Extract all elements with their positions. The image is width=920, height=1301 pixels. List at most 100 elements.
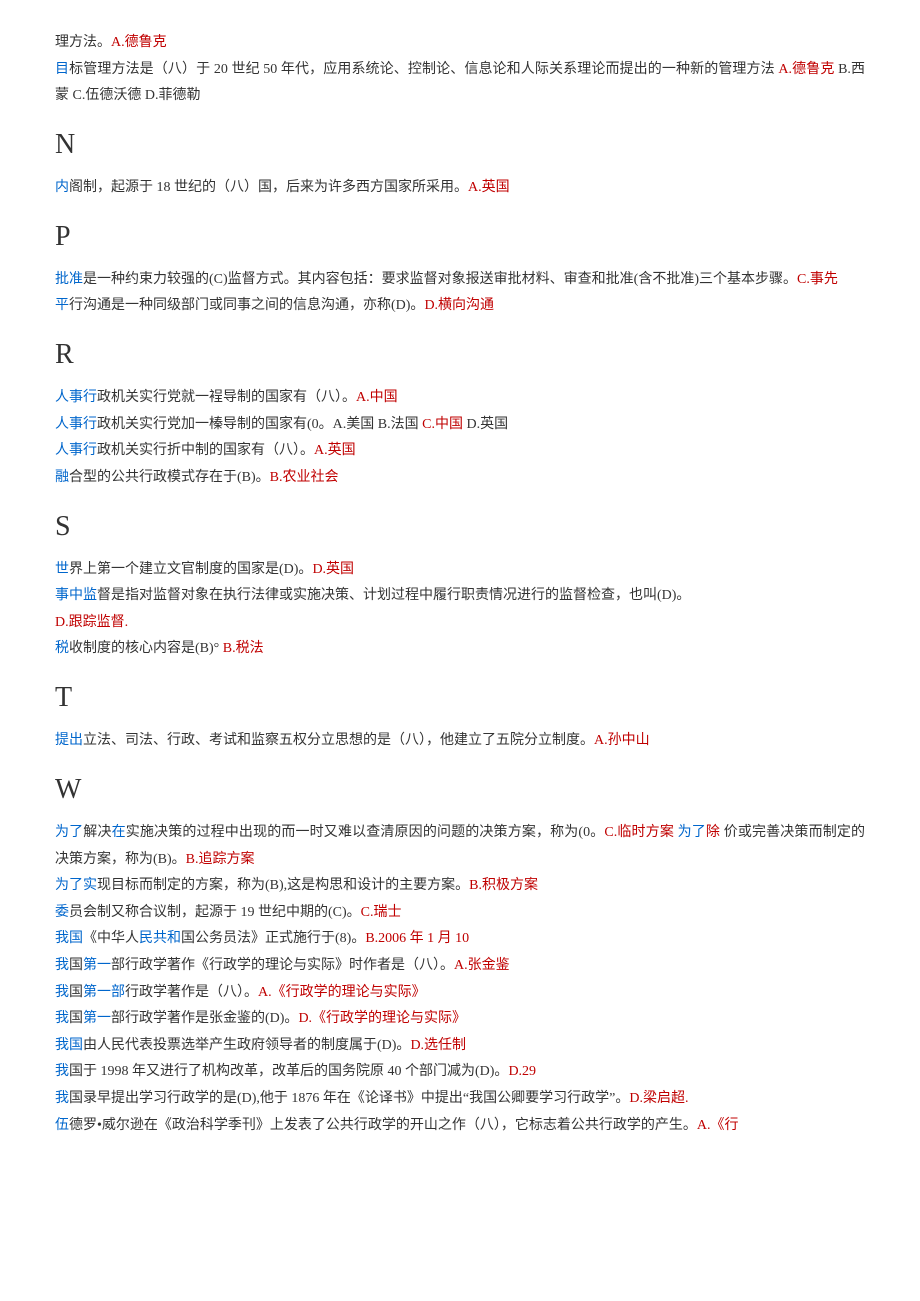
text-segment: A.英国	[468, 180, 510, 195]
text-segment: 平	[55, 298, 69, 313]
text-segment: 行政学著作是（八）。	[125, 985, 258, 1000]
text-segment: 第一	[83, 958, 111, 973]
text-line: D.跟踪监督.	[55, 610, 865, 637]
text-line: 人事行政机关实行党加一榛导制的国家有(0。A.美国 B.法国 C.中国 D.英国	[55, 412, 865, 439]
text-segment: D.跟踪监督.	[55, 615, 128, 630]
text-segment: D.英国	[466, 417, 508, 432]
text-segment: 阁制，起源于 18 世纪的（八）国，后来为许多西方国家所采用。	[69, 180, 468, 195]
text-segment: 为了	[678, 825, 706, 840]
text-segment: 政机关实行折中制的国家有（八）。	[97, 443, 314, 458]
text-segment: 人事行	[55, 443, 97, 458]
text-line: 人事行政机关实行折中制的国家有（八）。A.英国	[55, 438, 865, 465]
text-segment: C.中国	[422, 417, 466, 432]
text-segment: 政机关实行党	[97, 417, 181, 432]
text-segment: 解决	[83, 825, 111, 840]
text-segment: 合型的公共行政模式存在于(B)。	[69, 470, 270, 485]
text-segment: 由人民代表投票选举产生政府领导者的制度属于(D)。	[83, 1038, 410, 1053]
section-letter: N	[55, 118, 865, 171]
text-segment: 标管理方法是（八）于 20 世纪 50 年代，应用系统论、控制论、信息论和人际关…	[69, 62, 778, 77]
section-letter: W	[55, 763, 865, 816]
text-segment: 理方法。	[55, 35, 111, 50]
text-segment: C.临时方案	[604, 825, 677, 840]
text-segment: B.农业社会	[270, 470, 339, 485]
text-segment: 第一	[83, 1011, 111, 1026]
text-line: 批准是一种约束力较强的(C)监督方式。其内容包括：要求监督对象报送审批材料、审查…	[55, 267, 865, 294]
text-segment: 第一部	[83, 985, 125, 1000]
text-segment: D.选任制	[410, 1038, 466, 1053]
text-segment: 税	[55, 641, 69, 656]
text-segment: 是一种约束力较强的(C)监督方式。其内容包括：要求监督对象报送审批材料、审查和批…	[83, 272, 797, 287]
text-segment: 提出	[55, 733, 83, 748]
document-body: 理方法。A.德鲁克目标管理方法是（八）于 20 世纪 50 年代，应用系统论、控…	[55, 30, 865, 1139]
text-segment: 国	[69, 958, 83, 973]
text-line: 提出立法、司法、行政、考试和监察五权分立思想的是（八），他建立了五院分立制度。A…	[55, 728, 865, 755]
text-segment: D.英国	[312, 562, 354, 577]
text-segment: 德罗•威尔逊在《政治科学季刊》上发表了公共行政学的开山之作（八），它标志着公共行…	[69, 1118, 697, 1133]
text-segment: 目	[55, 62, 69, 77]
text-line: 人事行政机关实行党就一裎导制的国家有（八）。A.中国	[55, 385, 865, 412]
text-line: 我国于 1998 年又进行了机构改革，改革后的国务院原 40 个部门减为(D)。…	[55, 1059, 865, 1086]
text-line: 内阁制，起源于 18 世纪的（八）国，后来为许多西方国家所采用。A.英国	[55, 175, 865, 202]
text-segment: 委	[55, 905, 69, 920]
text-segment: C.瑞士	[361, 905, 402, 920]
text-segment: 国	[69, 985, 83, 1000]
text-line: 世界上第一个建立文官制度的国家是(D)。D.英国	[55, 557, 865, 584]
text-line: 事中监督是指对监督对象在执行法律或实施决策、计划过程中履行职责情况进行的监督检查…	[55, 583, 865, 610]
text-line: 我国录早提出学习行政学的是(D),他于 1876 年在《论译书》中提出“我国公卿…	[55, 1086, 865, 1113]
text-segment: 部行政学著作《行政学的理论与实际》时作者是（八）。	[111, 958, 454, 973]
text-line: 理方法。A.德鲁克	[55, 30, 865, 57]
text-segment: 批准	[55, 272, 83, 287]
text-line: 我国由人民代表投票选举产生政府领导者的制度属于(D)。D.选任制	[55, 1033, 865, 1060]
text-segment: 我	[55, 1011, 69, 1026]
text-segment: 为了	[55, 825, 83, 840]
text-segment: A.张金鉴	[454, 958, 510, 973]
text-line: 目标管理方法是（八）于 20 世纪 50 年代，应用系统论、控制论、信息论和人际…	[55, 57, 865, 110]
text-line: 为了实现目标而制定的方案，称为(B),这是构思和设计的主要方案。B.积极方案	[55, 873, 865, 900]
text-line: 我国第一部行政学著作是张金鉴的(D)。D.《行政学的理论与实际》	[55, 1006, 865, 1033]
text-segment: 伍	[55, 1118, 69, 1133]
text-segment: 导制的国家有(0。A.美国 B.法国	[223, 417, 422, 432]
text-segment: 国公务员法》正式施行于(8)。	[181, 931, 365, 946]
text-segment: 行沟通是一种同级部门或同事之间的信息沟通，亦称(D)。	[69, 298, 424, 313]
text-segment: B.2006 年 1 月 10	[365, 931, 469, 946]
text-segment: D.《行政学的理论与实际》	[298, 1011, 466, 1026]
text-segment: D.梁启超.	[629, 1091, 688, 1106]
text-segment: A.孙中山	[594, 733, 650, 748]
text-segment: B.追踪方案	[186, 852, 255, 867]
text-line: 委员会制又称合议制，起源于 19 世纪中期的(C)。C.瑞士	[55, 900, 865, 927]
text-segment: A.中国	[356, 390, 398, 405]
text-segment: 人事行	[55, 417, 97, 432]
text-segment: 我国	[55, 931, 83, 946]
text-segment: 世	[55, 562, 69, 577]
text-segment: A.《行政学的理论与实际》	[258, 985, 426, 1000]
text-segment: B.税法	[223, 641, 264, 656]
text-segment: 我	[55, 958, 69, 973]
text-segment: 为了实	[55, 878, 97, 893]
section-letter: S	[55, 500, 865, 553]
text-segment: 民共和	[139, 931, 181, 946]
text-segment: 融	[55, 470, 69, 485]
text-segment: 除	[706, 825, 724, 840]
text-segment: A.德鲁克	[111, 35, 167, 50]
text-segment: 收制度的核心内容是(B)°	[69, 641, 223, 656]
text-segment: 立法、司法、行政、考试和监察五权分立思想的是（八），他建立了五院分立制度。	[83, 733, 594, 748]
text-line: 我国第一部行政学著作《行政学的理论与实际》时作者是（八）。A.张金鉴	[55, 953, 865, 980]
text-line: 为了解决在实施决策的过程中出现的而一时又难以查清原因的问题的决策方案，称为(0。…	[55, 820, 865, 873]
text-line: 税收制度的核心内容是(B)° B.税法	[55, 636, 865, 663]
text-segment: 督是指对监督对象在执行法律或实施决策、计划过程中履行职责情况进行的监督检查，也叫…	[97, 588, 690, 603]
text-segment: A.《行	[697, 1118, 739, 1133]
text-segment: 我国	[55, 1038, 83, 1053]
text-segment: A.德鲁克	[778, 62, 838, 77]
text-segment: 内	[55, 180, 69, 195]
text-segment: 加一榛	[181, 417, 223, 432]
text-segment: 国	[69, 1011, 83, 1026]
text-segment: B.积极方案	[469, 878, 538, 893]
text-segment: 我	[55, 985, 69, 1000]
text-line: 平行沟通是一种同级部门或同事之间的信息沟通，亦称(D)。D.横向沟通	[55, 293, 865, 320]
text-segment: A.英国	[314, 443, 356, 458]
text-segment: 政机关实行党就一裎导制的国家有（八）。	[97, 390, 356, 405]
text-segment: 员会制又称合议制，起源于 19 世纪中期的(C)。	[69, 905, 361, 920]
text-segment: 界上第一个建立文官制度的国家是(D)。	[69, 562, 312, 577]
text-line: 我国《中华人民共和国公务员法》正式施行于(8)。B.2006 年 1 月 10	[55, 926, 865, 953]
text-segment: 我	[55, 1064, 69, 1079]
